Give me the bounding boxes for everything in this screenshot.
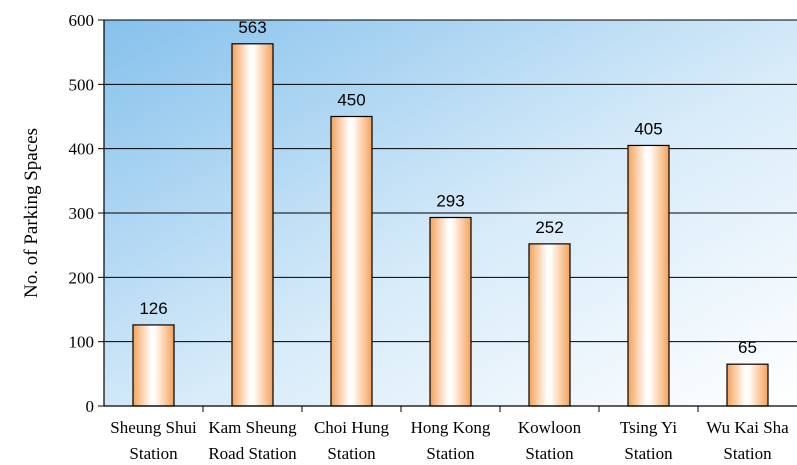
x-tick-label: Kowloon — [518, 418, 582, 437]
x-tick-label: Tsing Yi — [620, 418, 677, 437]
x-tick-label: Station — [426, 444, 475, 463]
x-tick-label: Station — [723, 444, 772, 463]
data-label: 65 — [738, 338, 757, 357]
x-tick-label: Road Station — [208, 444, 297, 463]
data-label: 405 — [634, 119, 662, 138]
x-tick-label: Wu Kai Sha — [706, 418, 789, 437]
axes: 0 100 200 300 400 500 600 — [69, 11, 797, 416]
bar — [528, 243, 571, 407]
x-tick-label: Station — [129, 444, 178, 463]
x-tick-label: Hong Kong — [411, 418, 491, 437]
x-tick-label: Kam Sheung — [208, 418, 297, 437]
data-label: 293 — [436, 192, 464, 211]
data-label: 126 — [139, 299, 167, 318]
x-tick-label: Station — [525, 444, 574, 463]
y-axis-label: No. of Parking Spaces — [21, 128, 42, 298]
bar — [330, 115, 373, 407]
bar — [726, 363, 769, 407]
y-tick-label: 600 — [69, 11, 95, 30]
data-label: 450 — [337, 91, 365, 110]
data-label: 252 — [535, 218, 563, 237]
x-tick-label: Station — [624, 444, 673, 463]
x-tick-label: Choi Hung — [314, 418, 390, 437]
data-label: 563 — [238, 18, 266, 37]
x-tick-label: Station — [327, 444, 376, 463]
bar — [132, 324, 175, 407]
y-tick-label: 100 — [69, 333, 95, 352]
y-tick-label: 400 — [69, 140, 95, 159]
bar — [627, 144, 670, 407]
y-tick-label: 500 — [69, 75, 95, 94]
bars — [132, 43, 769, 407]
labels: 126 Sheung Shui Station 563 Kam Sheung Road S… — [110, 18, 789, 463]
bar — [429, 216, 472, 407]
bar — [231, 43, 274, 407]
y-tick-label: 300 — [69, 204, 95, 223]
x-tick-label: Sheung Shui — [110, 418, 197, 437]
y-tick-label: 200 — [69, 268, 95, 287]
y-tick-label: 0 — [86, 397, 95, 416]
